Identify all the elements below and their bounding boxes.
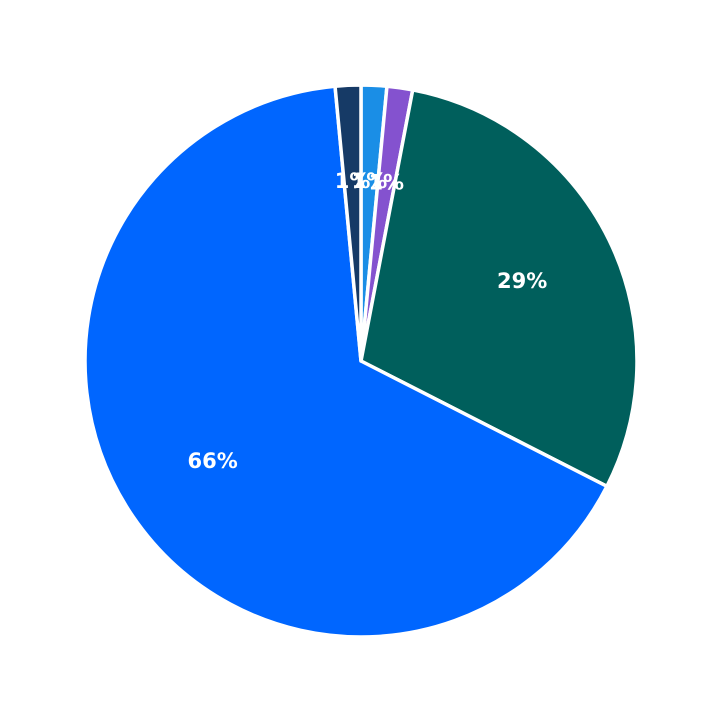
pie-slice-2 [359,88,639,489]
pie-slice-label-3: 66% [187,449,237,473]
pie-slice-label-4: 1% [335,169,371,193]
pie-slice-label-2: 29% [497,269,547,293]
pie-slice-4 [333,83,363,363]
pie-slice-label-1: 1% [368,170,404,194]
pie-slice-3 [83,84,609,639]
pie-slices [83,83,639,639]
pie-labels: 1%1% 29% 66% 1% [187,169,547,473]
pie-slice-label-0: 1% [352,169,388,193]
